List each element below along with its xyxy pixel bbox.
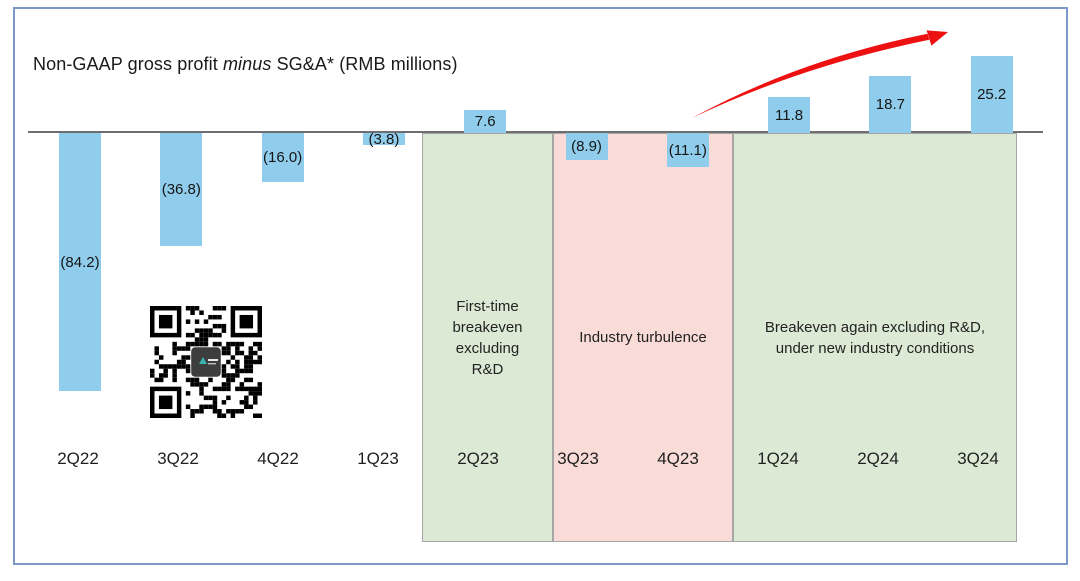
annotation-region-label: Industry turbulence	[579, 329, 707, 346]
x-axis-label-2Q22: 2Q22	[57, 449, 99, 468]
bar-value-label-3Q22: (36.8)	[161, 181, 201, 198]
bar-value-label-3Q23: (8.9)	[571, 138, 602, 155]
annotation-region-1: First-time breakeven excluding R&D	[422, 133, 553, 542]
x-axis-label-1Q23: 1Q23	[357, 449, 399, 468]
bar-3Q22	[160, 133, 203, 246]
bar-value-label-2Q22: (84.2)	[60, 253, 100, 271]
x-axis-label-1Q24: 1Q24	[757, 449, 799, 468]
annotation-region-label: First-time breakeven excluding R&D	[452, 297, 523, 378]
x-axis-label-4Q22: 4Q22	[257, 449, 299, 468]
bar-2Q23	[464, 110, 507, 133]
bar-value-label-1Q24: 11.8	[775, 106, 804, 124]
bar-4Q23	[666, 133, 709, 167]
bar-3Q24	[970, 56, 1013, 133]
bar-4Q22	[261, 133, 304, 182]
x-axis-label-4Q23: 4Q23	[657, 449, 699, 468]
annotation-region-3: Breakeven again excluding R&D, under new…	[733, 133, 1017, 542]
chart-title-italic-word: minus	[222, 54, 272, 74]
bar-value-label-3Q24: 25.2	[977, 86, 1007, 103]
chart-title-prefix: Non-GAAP gross profit	[33, 54, 223, 74]
qr-code	[150, 306, 262, 418]
x-axis-label-2Q24: 2Q24	[857, 449, 899, 468]
bar-1Q23	[362, 133, 405, 145]
x-axis-label-3Q23: 3Q23	[557, 449, 599, 468]
bar-value-label-4Q22: (16.0)	[263, 149, 303, 166]
bar-value-label-2Q24: 18.7	[875, 96, 905, 113]
x-axis-line	[28, 131, 1043, 133]
chart-title-suffix: SG&A* (RMB millions)	[271, 54, 458, 74]
bar-value-label-4Q23: (11.1)	[668, 141, 707, 159]
annotation-region-label: Breakeven again excluding R&D, under new…	[764, 318, 986, 357]
x-axis-label-2Q23: 2Q23	[457, 449, 499, 468]
bar-2Q22	[59, 133, 101, 391]
bar-3Q23	[565, 133, 608, 160]
bar-value-label-1Q23: (3.8)	[368, 130, 400, 148]
bar-value-label-2Q23: 7.6	[474, 113, 496, 130]
chart-title: Non-GAAP gross profit minus SG&A* (RMB m…	[33, 53, 458, 75]
x-axis-label-3Q24: 3Q24	[957, 449, 999, 468]
x-axis-label-3Q22: 3Q22	[157, 449, 199, 468]
annotation-region-2: Industry turbulence	[553, 133, 733, 542]
